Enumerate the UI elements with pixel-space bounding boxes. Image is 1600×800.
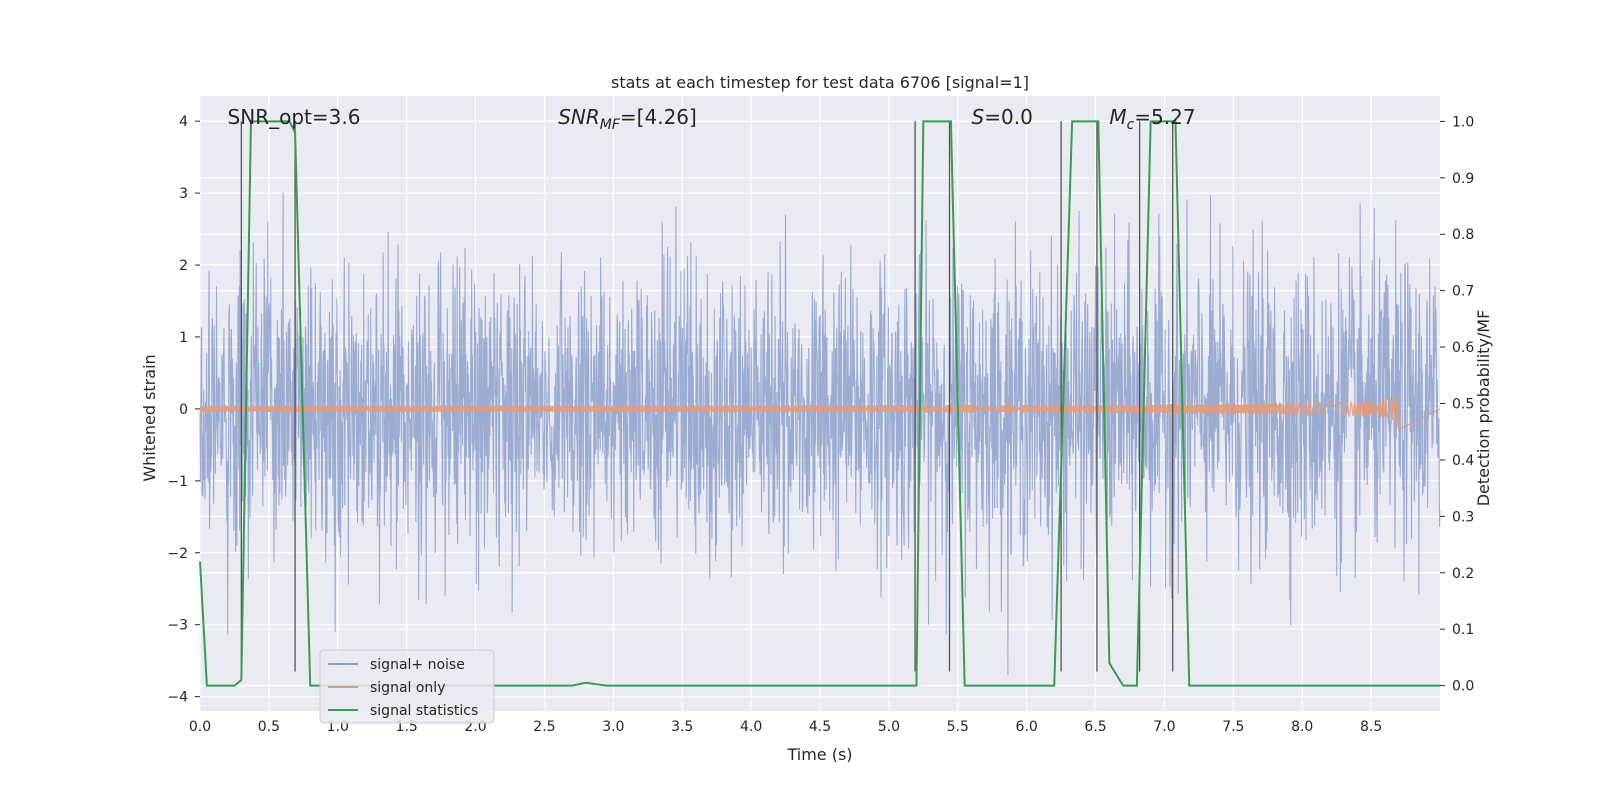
annotation-2: S=0.0: [972, 105, 1033, 129]
y-tick-label: −3: [167, 618, 188, 634]
y-tick-label: 1: [179, 330, 188, 346]
x-axis-label: Time (s): [786, 745, 852, 764]
x-tick-label: 0.5: [258, 719, 280, 735]
series-signal-only: [199, 395, 1441, 431]
stats-line: [199, 120, 1440, 687]
x-tick-label: 2.5: [533, 719, 555, 735]
series-signal-statistics: [199, 120, 1440, 687]
y-tick-label: 2: [179, 258, 188, 274]
x-tick-label: 5.0: [878, 719, 900, 735]
y-right-axis-ticks: 1.0 0.9 0.8 0.7 0.6 0.5 0.4 0.3 0.2 0.1 0.0: [1440, 114, 1474, 695]
chirp-line: [199, 395, 1441, 431]
annotation-3: Mc=5.27: [1109, 105, 1195, 133]
x-tick-label: 3.5: [671, 719, 693, 735]
x-tick-label: 4.5: [809, 719, 831, 735]
legend-entry-0: signal+ noise: [370, 657, 465, 673]
y-axis-label: Whitened strain: [140, 354, 159, 481]
y-tick-label: 4: [179, 114, 188, 130]
annotation-1: SNRMF=[4.26]: [558, 105, 697, 133]
x-tick-label: 3.0: [602, 719, 624, 735]
annotations: SNR_opt=3.6 SNRMF=[4.26] S=0.0 Mc=5.27: [228, 105, 1196, 133]
y-right-tick-label: 1.0: [1452, 114, 1474, 130]
y-right-tick-label: 0.0: [1452, 679, 1474, 695]
x-tick-label: 0.0: [189, 719, 211, 735]
y-right-axis-label: Detection probability/MF: [1474, 310, 1493, 507]
legend-box: [319, 649, 495, 724]
y-tick-label: −1: [167, 474, 188, 490]
x-tick-label: 7.0: [1153, 719, 1175, 735]
x-tick-label: 7.5: [1222, 719, 1244, 735]
y-tick-label: 3: [179, 186, 188, 202]
y-tick-label: 0: [179, 402, 188, 418]
y-tick-label: −4: [167, 690, 188, 706]
legend: signal+ noise signal only signal statistic…: [319, 649, 495, 724]
annotation-0: SNR_opt=3.6: [228, 105, 361, 129]
y-tick-label: −2: [167, 546, 188, 562]
chart-title: stats at each timestep for test data 670…: [611, 73, 1029, 92]
series-signal-noise: [199, 192, 1441, 676]
y-axis-ticks: 4 3 2 1 0 −1 −2 −3 −4: [167, 114, 200, 706]
x-tick-label: 4.0: [740, 719, 762, 735]
y-right-tick-label: 0.4: [1452, 453, 1474, 469]
y-right-tick-label: 0.9: [1452, 171, 1474, 187]
noise-line: [199, 192, 1441, 676]
x-tick-label: 6.5: [1084, 719, 1106, 735]
x-tick-label: 6.0: [1016, 719, 1038, 735]
legend-entry-2: signal statistics: [370, 703, 478, 719]
vertical-markers: [240, 121, 1174, 672]
y-right-tick-label: 0.7: [1452, 284, 1474, 300]
y-right-tick-label: 0.3: [1452, 509, 1474, 525]
y-right-tick-label: 0.2: [1452, 566, 1474, 582]
y-right-tick-label: 0.5: [1452, 397, 1474, 413]
legend-entry-1: signal only: [370, 680, 445, 696]
x-tick-label: 5.5: [947, 719, 969, 735]
x-tick-label: 8.0: [1291, 719, 1313, 735]
x-tick-label: 8.5: [1360, 719, 1382, 735]
y-right-tick-label: 0.1: [1452, 622, 1474, 638]
y-right-tick-label: 0.6: [1452, 340, 1474, 356]
y-right-tick-label: 0.8: [1452, 227, 1474, 243]
